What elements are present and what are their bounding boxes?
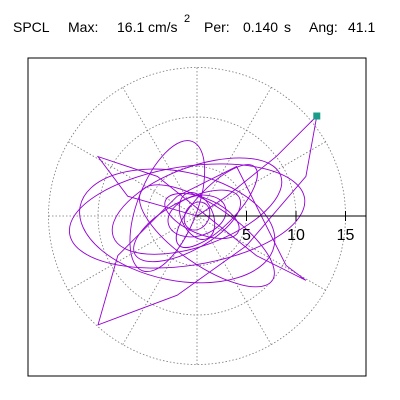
grid-spoke-300 — [196, 215, 272, 345]
orbit-loop-6 — [138, 184, 275, 288]
angle-label: Ang: — [309, 19, 338, 35]
max-unit-exponent: 2 — [184, 13, 191, 25]
radial-tick-label-5: 5 — [242, 227, 251, 244]
grid-spoke-210 — [68, 215, 198, 291]
max-label: Max: — [68, 19, 99, 35]
orbit-trace — [96, 114, 318, 326]
chart-header: SPCL Max: 16.1 cm/s 2 Per: 0.140 s Ang: … — [0, 13, 400, 37]
orbit-loop-8 — [175, 164, 258, 248]
grid-spoke-240 — [122, 215, 198, 345]
max-unit: cm/s — [148, 19, 178, 35]
grid-spoke-150 — [68, 141, 198, 217]
orbit-loop-10 — [183, 201, 211, 231]
orbit-loop-9 — [68, 163, 306, 269]
orbit-loop-5 — [79, 168, 276, 284]
peak-marker — [313, 112, 321, 120]
radial-tick-label-10: 10 — [287, 227, 305, 244]
period-label: Per: — [204, 19, 230, 35]
orbit-group — [68, 114, 318, 326]
orbit-loop-2 — [164, 193, 240, 239]
max-value: 16.1 — [117, 19, 145, 35]
marker-group — [313, 112, 321, 120]
grid-spoke-60 — [196, 87, 272, 217]
angle-value: 41.1 — [348, 19, 376, 35]
radial-tick-label-15: 15 — [337, 227, 355, 244]
orbit-loop-7 — [129, 140, 206, 273]
plot-frame — [27, 57, 367, 377]
radial-tick-labels: 5 10 15 — [242, 227, 354, 244]
period-value: 0.140 — [243, 19, 279, 35]
radial-axis — [197, 211, 366, 221]
component-label: SPCL — [13, 19, 50, 35]
grid-spoke-30 — [196, 141, 326, 217]
period-unit: s — [284, 19, 291, 35]
orbit-loop-4 — [111, 157, 283, 255]
grid-spoke-330 — [196, 215, 326, 291]
